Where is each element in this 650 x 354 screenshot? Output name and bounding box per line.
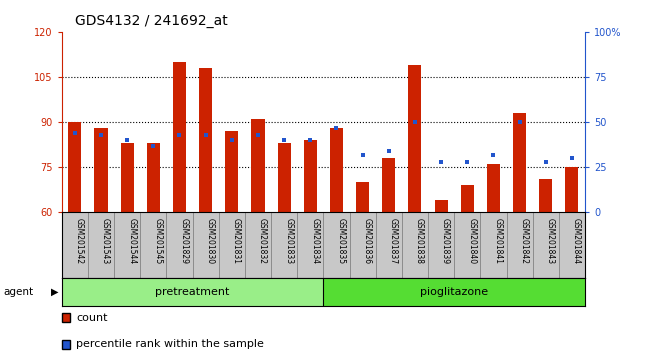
Text: GSM201839: GSM201839 [441, 218, 450, 264]
Point [305, 137, 315, 143]
Bar [271, 212, 297, 278]
Bar [140, 212, 166, 278]
Text: GSM201843: GSM201843 [546, 218, 554, 264]
Bar [324, 278, 585, 306]
Text: GSM201829: GSM201829 [179, 218, 188, 264]
Bar [199, 68, 212, 212]
Bar [513, 113, 526, 212]
Bar [566, 167, 578, 212]
Bar [435, 200, 448, 212]
Text: pretreatment: pretreatment [155, 287, 229, 297]
Bar [62, 278, 324, 306]
Bar [94, 128, 107, 212]
Bar [487, 164, 500, 212]
Text: GDS4132 / 241692_at: GDS4132 / 241692_at [75, 14, 228, 28]
Bar [226, 131, 239, 212]
Bar [461, 185, 474, 212]
Text: pioglitazone: pioglitazone [420, 287, 488, 297]
Point [148, 143, 159, 148]
Bar [330, 128, 343, 212]
Bar [506, 212, 533, 278]
Bar [480, 212, 506, 278]
Point [384, 148, 394, 154]
Text: GSM201841: GSM201841 [493, 218, 502, 264]
Bar [350, 212, 376, 278]
Text: GSM201836: GSM201836 [363, 218, 372, 264]
Text: GSM201545: GSM201545 [153, 218, 162, 264]
Point [279, 137, 289, 143]
Point [410, 119, 420, 125]
Bar [324, 212, 350, 278]
Text: GSM201831: GSM201831 [232, 218, 240, 264]
Point [70, 130, 80, 136]
Point [567, 155, 577, 161]
Point [514, 119, 525, 125]
Text: GSM201837: GSM201837 [389, 218, 398, 264]
Point [174, 132, 185, 138]
Text: GSM201844: GSM201844 [572, 218, 581, 264]
Bar [382, 158, 395, 212]
Text: GSM201544: GSM201544 [127, 218, 136, 264]
Text: GSM201840: GSM201840 [467, 218, 476, 264]
Point [227, 137, 237, 143]
Point [122, 137, 133, 143]
Bar [88, 212, 114, 278]
Point [488, 152, 499, 158]
Bar [121, 143, 134, 212]
Bar [252, 119, 265, 212]
Bar [532, 212, 559, 278]
Bar [304, 140, 317, 212]
Point [253, 132, 263, 138]
Bar [428, 212, 454, 278]
Bar [559, 212, 585, 278]
Text: GSM201542: GSM201542 [75, 218, 84, 264]
Bar [68, 122, 81, 212]
Point [96, 132, 106, 138]
Text: GSM201543: GSM201543 [101, 218, 110, 264]
Text: ▶: ▶ [51, 287, 58, 297]
Text: GSM201830: GSM201830 [205, 218, 214, 264]
Text: GSM201834: GSM201834 [310, 218, 319, 264]
Bar [356, 182, 369, 212]
Point [358, 152, 368, 158]
Bar [540, 179, 552, 212]
Bar [166, 212, 192, 278]
Point [436, 159, 447, 165]
Text: GSM201835: GSM201835 [337, 218, 345, 264]
Point [200, 132, 211, 138]
Bar [173, 62, 186, 212]
Bar [114, 212, 140, 278]
Text: GSM201838: GSM201838 [415, 218, 424, 264]
Bar [147, 143, 160, 212]
Point [541, 159, 551, 165]
Bar [297, 212, 324, 278]
Text: agent: agent [3, 287, 33, 297]
Bar [454, 212, 480, 278]
Text: GSM201842: GSM201842 [519, 218, 528, 264]
Text: percentile rank within the sample: percentile rank within the sample [76, 339, 264, 349]
Bar [245, 212, 271, 278]
Bar [62, 212, 88, 278]
Bar [408, 65, 421, 212]
Text: GSM201833: GSM201833 [284, 218, 293, 264]
Point [462, 159, 473, 165]
Bar [192, 212, 218, 278]
Text: count: count [76, 313, 107, 322]
Bar [376, 212, 402, 278]
Point [332, 125, 342, 130]
Bar [402, 212, 428, 278]
Bar [278, 143, 291, 212]
Bar [218, 212, 245, 278]
Text: GSM201832: GSM201832 [258, 218, 267, 264]
